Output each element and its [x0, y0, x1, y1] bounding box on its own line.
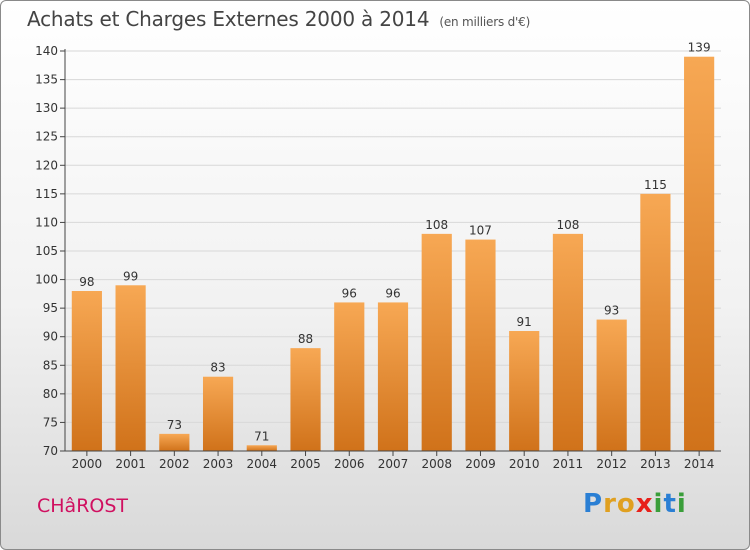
- data-label: 115: [644, 178, 667, 192]
- y-tick-label: 95: [43, 301, 58, 315]
- y-tick-label: 105: [35, 244, 58, 258]
- y-tick-label: 115: [35, 187, 58, 201]
- x-tick-label: 2006: [334, 457, 365, 471]
- x-tick-label: 2013: [640, 457, 671, 471]
- y-tick-label: 130: [35, 101, 58, 115]
- y-tick-label: 90: [43, 330, 58, 344]
- chart-subtitle: (en milliers d'€): [439, 15, 531, 29]
- bar-2007: [377, 302, 409, 451]
- x-tick-label: 2007: [378, 457, 409, 471]
- y-tick-label: 110: [35, 215, 58, 229]
- bar-2004: [246, 445, 277, 451]
- logo-letter: t: [663, 489, 677, 519]
- x-tick-label: 2008: [421, 457, 452, 471]
- logo-letter: P: [583, 489, 604, 519]
- logo-letter: o: [616, 489, 636, 519]
- data-label: 99: [123, 269, 138, 283]
- data-label: 98: [79, 275, 94, 289]
- y-tick-label: 125: [35, 130, 58, 144]
- x-tick-label: 2009: [465, 457, 496, 471]
- data-label: 93: [604, 304, 619, 318]
- logo-letter: i: [653, 489, 664, 519]
- data-label: 107: [469, 224, 492, 238]
- data-label: 83: [210, 361, 225, 375]
- y-tick-label: 100: [35, 273, 58, 287]
- data-label: 96: [342, 286, 357, 300]
- x-tick-label: 2003: [203, 457, 234, 471]
- data-label: 139: [688, 41, 711, 55]
- data-label: 71: [254, 429, 269, 443]
- bar-2013: [640, 193, 671, 451]
- y-tick-label: 120: [35, 158, 58, 172]
- y-tick-label: 70: [43, 444, 58, 458]
- bar-2011: [552, 233, 584, 451]
- data-label: 88: [298, 332, 313, 346]
- data-label: 73: [167, 418, 182, 432]
- y-tick-label: 75: [43, 415, 58, 429]
- bar-2000: [71, 291, 102, 451]
- bar-2002: [159, 433, 190, 451]
- x-tick-label: 2012: [596, 457, 627, 471]
- bar-2009: [465, 239, 496, 451]
- bar-2003: [202, 376, 234, 451]
- bar-2006: [334, 302, 365, 451]
- logo-letter: x: [635, 489, 654, 519]
- bar-2001: [115, 285, 146, 451]
- x-tick-label: 2000: [72, 457, 103, 471]
- x-tick-label: 2004: [247, 457, 278, 471]
- commune-name: CHâROST: [37, 495, 129, 517]
- proxiti-logo: Proxiti: [583, 489, 687, 519]
- data-label: 91: [517, 315, 532, 329]
- data-label: 108: [556, 218, 579, 232]
- chart-title-text: Achats et Charges Externes 2000 à 2014: [27, 7, 430, 31]
- x-tick-label: 2011: [553, 457, 584, 471]
- chart-title: Achats et Charges Externes 2000 à 2014 (e…: [27, 7, 530, 31]
- bar-2010: [509, 331, 540, 451]
- data-label: 96: [385, 286, 400, 300]
- logo-letter: r: [603, 489, 617, 519]
- x-tick-label: 2001: [115, 457, 146, 471]
- bar-2014: [684, 56, 715, 451]
- bar-2008: [421, 233, 452, 451]
- x-tick-label: 2010: [509, 457, 540, 471]
- logo-letter: i: [676, 489, 687, 519]
- y-tick-label: 135: [35, 73, 58, 87]
- bar-2012: [596, 319, 627, 451]
- data-label: 108: [425, 218, 448, 232]
- y-tick-label: 85: [43, 358, 58, 372]
- x-tick-label: 2002: [159, 457, 190, 471]
- y-tick-label: 80: [43, 387, 58, 401]
- x-tick-label: 2005: [290, 457, 321, 471]
- bar-2005: [290, 348, 321, 451]
- x-tick-label: 2014: [684, 457, 715, 471]
- y-tick-label: 140: [35, 44, 58, 58]
